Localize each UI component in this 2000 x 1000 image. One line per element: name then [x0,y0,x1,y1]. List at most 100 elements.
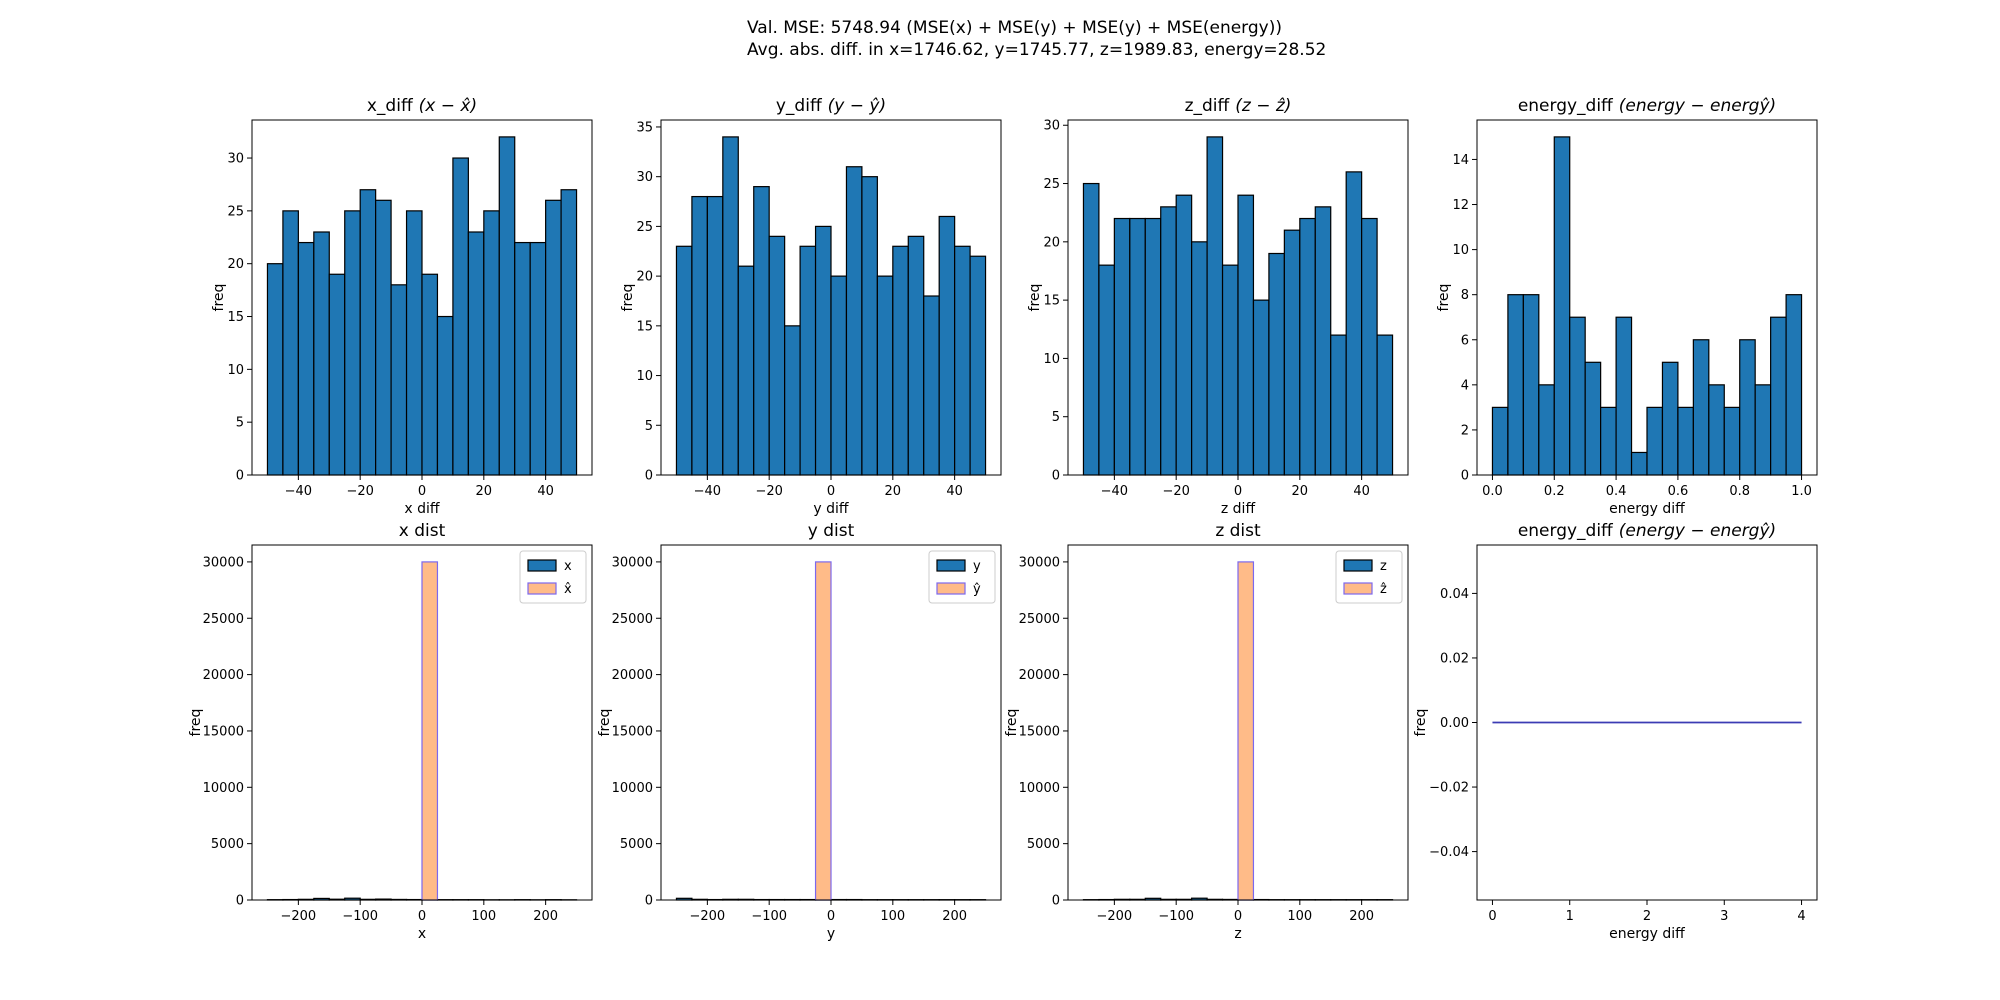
y-tick-label: 0 [236,469,244,484]
y-tick-label: 30000 [203,555,244,570]
x-tick-label: −100 [751,909,787,924]
legend-swatch [1343,559,1373,572]
histogram-bar [1144,217,1162,476]
title-text: y_diff [776,96,823,116]
histogram-bar-predicted [814,561,832,901]
y-axis: 0 5000 10000 15000 20000 25000 30000 [1019,555,1068,909]
histogram-bar [1553,136,1571,476]
x-axis-label: x [418,926,426,942]
histogram-bar [436,315,454,476]
histogram-bar [737,265,755,476]
histogram-bar [892,245,909,476]
y-tick-label: 5 [236,416,244,431]
y-tick-label: 30 [636,170,653,185]
subplot-energy_diff: energy_diff (energy − energŷ) 0.0 0.2 0.4 0.6… [1436,96,1818,517]
title-math: (z − ẑ) [1235,96,1291,116]
x-tick-label: −20 [346,484,373,499]
histogram-bar [1569,316,1586,476]
x-tick-label: 0 [827,909,835,924]
histogram-bar [1283,229,1301,476]
y-tick-label: 20000 [203,668,244,683]
x-tick-label: −40 [285,484,312,499]
y-tick-label: 15 [636,319,653,334]
x-tick-label: 0.2 [1544,484,1565,499]
x-tick-label: 2 [1643,909,1651,924]
histogram-bar [1345,171,1363,476]
title-text: x_diff [367,96,414,116]
histogram-bar [1491,406,1509,476]
x-axis: −40 −20 0 20 40 [285,475,554,499]
x-tick-label: 20 [476,484,493,499]
histogram-bar [799,245,817,476]
histogram-bar [907,235,925,476]
x-tick-label: −20 [755,484,782,499]
subplot-title: z dist [1215,521,1261,541]
histogram-bar [1723,406,1741,476]
x-tick-label: 200 [1349,909,1374,924]
x-axis-label: z [1234,926,1241,942]
histogram-bar [1082,182,1100,476]
x-tick-label: 20 [1292,484,1309,499]
histogram-bar [1522,294,1540,476]
y-tick-label: 0 [1052,894,1060,909]
y-tick-label: 14 [1452,153,1469,168]
subplot-title: y_diff (y − ŷ) [776,96,886,116]
y-axis-label: freq [597,709,613,737]
x-tick-label: 0 [418,484,426,499]
histogram-bar [1785,294,1803,476]
y-tick-label: 12 [1452,198,1469,213]
legend-swatch [1343,582,1373,595]
bars [1082,561,1394,901]
histogram-bar [1646,406,1664,476]
legend: x x̂ [519,550,587,604]
histogram-bar [545,199,562,476]
histogram-bar [768,235,786,476]
x-tick-label: 0.6 [1668,484,1689,499]
y-tick-label: 25000 [612,612,653,627]
y-tick-label: 10000 [612,781,653,796]
y-tick-label: 5000 [1027,837,1060,852]
histogram-bar [344,210,361,476]
histogram-bar [359,189,377,476]
y-axis-label: freq [1027,284,1043,312]
histogram-bar [722,136,739,476]
histogram-bar [1630,451,1648,476]
x-axis-label: y [827,926,835,942]
x-tick-label: 200 [533,909,558,924]
histogram-bar [861,176,878,476]
histogram-bar [1376,334,1394,476]
title-math: (energy − energŷ) [1619,96,1776,116]
y-tick-label: 10000 [1019,781,1060,796]
x-tick-label: −200 [690,909,726,924]
histogram-bar [483,210,500,476]
x-axis: 0.0 0.2 0.4 0.6 0.8 1.0 [1482,475,1812,499]
y-tick-label: 8 [1461,288,1469,303]
legend-label: ẑ [1380,582,1387,597]
y-axis-label: freq [1413,709,1429,737]
x-tick-label: 40 [537,484,554,499]
subplot-title: z_diff (z − ẑ) [1185,96,1292,116]
y-tick-label: 20000 [1019,668,1060,683]
histogram-bar [938,215,956,476]
histogram-bar [297,241,315,476]
legend-swatch [936,582,966,595]
histogram-bar [514,241,531,476]
histogram-bar [1708,384,1725,476]
subplot-y_diff: y_diff (y − ŷ) −40 −20 0 20 40 0 5 10 15 20 25 30 35 y … [620,96,1002,517]
subplot-title: energy_diff (energy − energŷ) [1518,521,1776,541]
legend-frame [519,550,587,604]
x-tick-label: 0.0 [1482,484,1503,499]
y-axis: 0 5 10 15 20 25 30 [1043,119,1068,484]
x-tick-label: 0.8 [1729,484,1750,499]
x-axis: 0 1 2 3 4 [1488,900,1806,924]
legend-label: ŷ [973,582,981,597]
y-axis-label: freq [211,284,227,312]
x-tick-label: 0 [1488,909,1496,924]
bars [1082,136,1394,476]
histogram-bar [784,325,801,476]
histogram-bar [375,199,392,476]
x-axis: −200 −100 0 100 200 [1097,900,1374,924]
y-tick-label: 15000 [612,724,653,739]
y-axis-label: freq [620,284,636,312]
